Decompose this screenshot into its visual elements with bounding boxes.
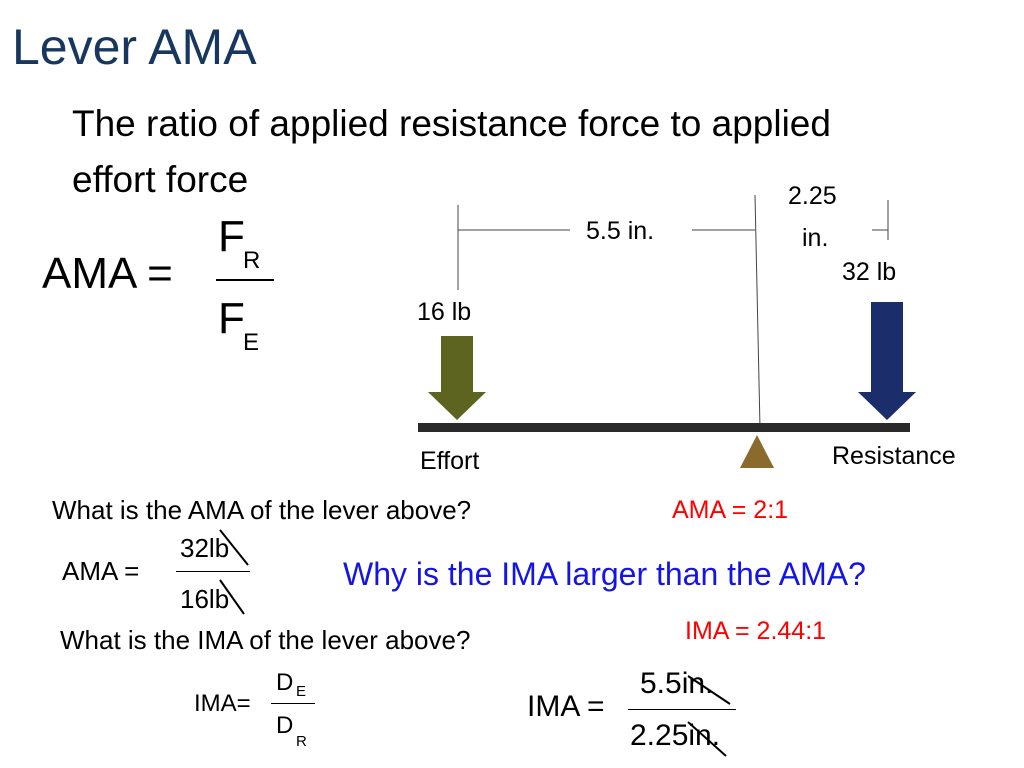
- ama-formula-fraction-bar: [216, 279, 274, 281]
- effort-force-label: 16 lb: [417, 298, 472, 326]
- ama-question: What is the AMA of the lever above?: [52, 495, 472, 525]
- slide-subtitle: The ratio of applied resistance force to…: [72, 103, 831, 200]
- ama-formula-denominator: F: [218, 294, 245, 343]
- resistance-distance-label-line2: in.: [802, 224, 829, 252]
- resistance-force-label: 32 lb: [842, 258, 897, 286]
- ima-calc-fraction-bar: [628, 709, 736, 710]
- fulcrum-guide-line: [754, 194, 761, 429]
- effort-label: Effort: [420, 447, 480, 475]
- ima-calc-numerator: 5.5in.: [640, 667, 714, 700]
- fulcrum-icon: [740, 435, 774, 468]
- cancel-mark-numerator: [687, 675, 731, 705]
- ama-calc-denominator: 16lb: [180, 584, 230, 614]
- ama-calc-numerator: 32lb: [180, 533, 230, 563]
- ima-formula-denominator-sub: R: [296, 733, 307, 750]
- why-question: Why is the IMA larger than the AMA?: [343, 556, 866, 592]
- ama-formula-numerator: F: [218, 212, 245, 261]
- resistance-label: Resistance: [832, 442, 956, 470]
- ima-answer: IMA = 2.44:1: [685, 617, 827, 645]
- ama-formula-numerator-sub: R: [243, 247, 261, 274]
- resistance-arrow: [858, 302, 916, 420]
- resistance-distance-label-line1: 2.25: [788, 182, 837, 210]
- effort-distance-label: 5.5 in.: [586, 217, 655, 245]
- slide-title: Lever AMA: [12, 19, 257, 75]
- ima-calc-lhs: IMA =: [527, 690, 605, 723]
- ama-calc-lhs: AMA =: [62, 556, 140, 586]
- ima-formula-numerator: D: [276, 669, 294, 696]
- ama-answer: AMA = 2:1: [672, 496, 789, 524]
- ama-calc-fraction-bar: [176, 571, 250, 572]
- ima-question: What is the IMA of the lever above?: [60, 625, 471, 655]
- cancel-mark-numerator: [219, 529, 249, 566]
- ama-formula-lhs: AMA =: [42, 249, 173, 298]
- ima-calc-denominator: 2.25in.: [630, 719, 721, 752]
- ama-formula-denominator-sub: E: [243, 329, 260, 356]
- ima-formula-numerator-sub: E: [296, 683, 307, 700]
- cancel-mark-denominator: [219, 579, 245, 615]
- ima-formula-lhs: IMA=: [194, 690, 251, 717]
- cancel-mark-denominator: [687, 721, 727, 757]
- lever-beam: [418, 423, 910, 432]
- ima-formula-fraction-bar: [271, 703, 315, 704]
- ima-formula-denominator: D: [276, 712, 294, 739]
- effort-arrow: [428, 336, 486, 420]
